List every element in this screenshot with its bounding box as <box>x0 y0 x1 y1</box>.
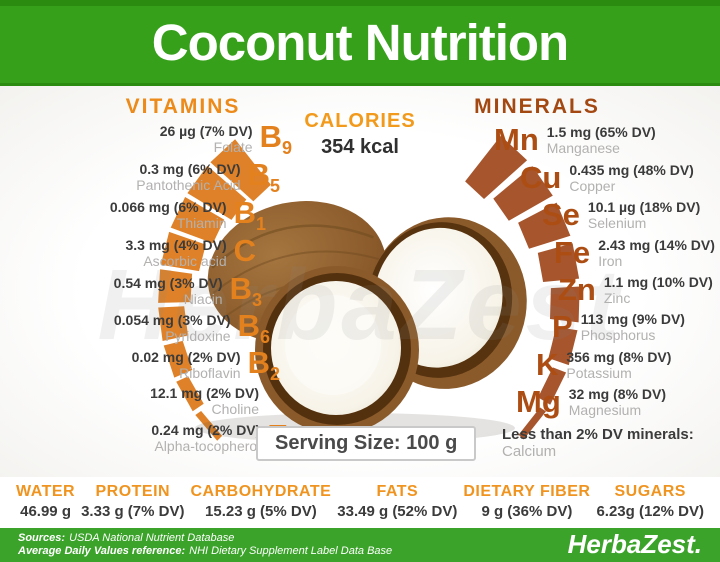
mineral-symbol: P <box>552 309 573 344</box>
minerals-footnote-value: Calcium <box>502 443 557 460</box>
sources-text: Sources: USDA National Nutrient Database … <box>18 532 392 558</box>
vitamin-symbol: B6 <box>237 308 270 347</box>
mineral-symbol: Se <box>542 197 580 232</box>
mineral-row: P 113 mg (9% DV) Phosphorus <box>480 311 720 343</box>
mineral-amount: 10.1 µg (18% DV) <box>587 199 701 215</box>
vitamin-row: 3.3 mg (4% DV) Ascorbic acid C <box>0 233 296 270</box>
page-title: Coconut Nutrition <box>151 14 569 71</box>
vitamin-row: 0.24 mg (2% DV)Alpha-tocopherol E <box>0 420 296 455</box>
vitamin-symbol: B2 <box>247 345 280 384</box>
mineral-row: Fe 2.43 mg (14% DV) Iron <box>480 237 720 269</box>
mineral-name: Selenium <box>587 215 647 231</box>
mineral-row: Mg 32 mg (8% DV) Magnesium <box>480 386 720 418</box>
vitamin-amount: 0.066 mg (6% DV) <box>109 199 227 215</box>
vitamin-name: Ascorbic acid <box>143 253 227 269</box>
mineral-symbol: Fe <box>554 235 591 270</box>
mineral-name: Potassium <box>566 365 632 381</box>
mineral-symbol: K <box>536 347 559 382</box>
vitamin-amount: 0.3 mg (6% DV) <box>139 161 241 177</box>
macros-strip: WATER 46.99 g PROTEIN 3.33 g (7% DV) CAR… <box>0 477 720 528</box>
mineral-amount: 113 mg (9% DV) <box>580 311 685 327</box>
vitamin-amount: 0.54 mg (3% DV) <box>113 275 223 291</box>
vitamin-name: Thiamin <box>176 215 227 231</box>
vitamin-name: Alpha-tocopherol <box>154 438 261 454</box>
mineral-name: Manganese <box>546 140 620 156</box>
vitamin-row: 0.02 mg (2% DV) Riboflavin B2 <box>0 345 296 384</box>
vitamin-name: Riboflavin <box>179 365 241 381</box>
vitamin-name: Choline <box>211 401 259 417</box>
vitamin-amount: 0.02 mg (2% DV) <box>131 349 241 365</box>
vitamin-name: Pantothenic Acid <box>136 177 241 193</box>
mineral-name: Zinc <box>603 290 631 306</box>
mineral-row: Mn 1.5 mg (65% DV) Manganese <box>480 124 720 156</box>
header-bar: Coconut Nutrition <box>0 0 720 86</box>
vitamin-row: 0.3 mg (6% DV) Pantothenic Acid B5 <box>0 157 296 196</box>
macro-dietary-fiber: DIETARY FIBER 9 g (36% DV) <box>463 483 591 520</box>
mineral-row: Cu 0.435 mg (48% DV) Copper <box>480 162 720 194</box>
macro-protein: PROTEIN 3.33 g (7% DV) <box>81 483 185 520</box>
vitamin-name: Pyridoxine <box>165 328 231 344</box>
coconut-half-front <box>255 266 419 434</box>
mineral-amount: 1.5 mg (65% DV) <box>546 124 656 140</box>
mineral-amount: 1.1 mg (10% DV) <box>603 274 713 290</box>
mineral-symbol: Cu <box>520 160 562 195</box>
vitamin-row: 0.054 mg (3% DV) Pyridoxine B6 <box>0 308 296 347</box>
mineral-name: Iron <box>598 253 623 269</box>
mineral-name: Magnesium <box>568 402 642 418</box>
vitamin-amount: 26 µg (7% DV) <box>159 123 253 139</box>
mineral-amount: 0.435 mg (48% DV) <box>569 162 694 178</box>
calories-block: CALORIES 354 kcal <box>270 110 450 159</box>
minerals-header: MINERALS <box>474 95 600 118</box>
vitamin-row: 26 µg (7% DV) Folate B9 <box>0 119 296 158</box>
macro-carbohydrate: CARBOHYDRATE 15.23 g (5% DV) <box>190 483 332 520</box>
herbazest-logo: HerbaZest. <box>567 528 702 559</box>
adv-label: Average Daily Values reference: <box>18 545 186 557</box>
calories-value: 354 kcal <box>321 136 399 158</box>
vitamin-amount: 0.24 mg (2% DV) <box>151 422 261 438</box>
vitamin-row: 0.066 mg (6% DV) Thiamin B1 <box>0 195 296 234</box>
vitamin-row: 0.54 mg (3% DV) Niacin B3 <box>0 271 296 310</box>
vitamin-row: 12.1 mg (2% DV) Choline <box>0 385 296 417</box>
mineral-row: Zn 1.1 mg (10% DV) Zinc <box>480 274 720 306</box>
mineral-row: Se 10.1 µg (18% DV) Selenium <box>480 199 720 231</box>
vitamin-symbol: B3 <box>229 271 262 310</box>
vitamin-amount: 0.054 mg (3% DV) <box>113 312 231 328</box>
sources-label: Sources: <box>18 532 66 544</box>
vitamin-symbol: B5 <box>247 157 280 196</box>
vitamin-name: Folate <box>213 139 253 155</box>
serving-size-box: Serving Size: 100 g <box>256 426 477 461</box>
macro-fats: FATS 33.49 g (52% DV) <box>337 483 458 520</box>
mineral-amount: 2.43 mg (14% DV) <box>598 237 715 253</box>
mineral-amount: 356 mg (8% DV) <box>566 349 672 365</box>
vitamin-symbol: B9 <box>259 119 292 158</box>
vitamin-symbol: C <box>233 233 256 268</box>
vitamin-name: Niacin <box>183 291 223 307</box>
mineral-name: Copper <box>569 178 616 194</box>
macro-sugars: SUGARS 6.23g (12% DV) <box>596 483 704 520</box>
mineral-amount: 32 mg (8% DV) <box>568 386 667 402</box>
vitamin-amount: 3.3 mg (4% DV) <box>125 237 227 253</box>
vitamins-header: VITAMINS <box>125 95 241 118</box>
mineral-name: Phosphorus <box>580 327 656 343</box>
minerals-footnote-label: Less than 2% DV minerals: <box>502 426 694 443</box>
macro-water: WATER 46.99 g <box>16 483 76 520</box>
adv-value: NHI Dietary Supplement Label Data Base <box>189 545 393 557</box>
footer-bar: Sources: USDA National Nutrient Database … <box>0 528 720 562</box>
mineral-symbol: Mg <box>516 384 561 419</box>
mineral-row: K 356 mg (8% DV) Potassium <box>480 349 720 381</box>
mineral-symbol: Zn <box>558 272 596 307</box>
vitamin-symbol: B1 <box>233 195 266 234</box>
mineral-symbol: Mn <box>494 122 539 157</box>
sources-value: USDA National Nutrient Database <box>69 532 235 544</box>
calories-label: CALORIES <box>304 110 416 132</box>
vitamin-amount: 12.1 mg (2% DV) <box>150 385 259 401</box>
minerals-footnote: Less than 2% DV minerals: Calcium <box>502 426 694 460</box>
